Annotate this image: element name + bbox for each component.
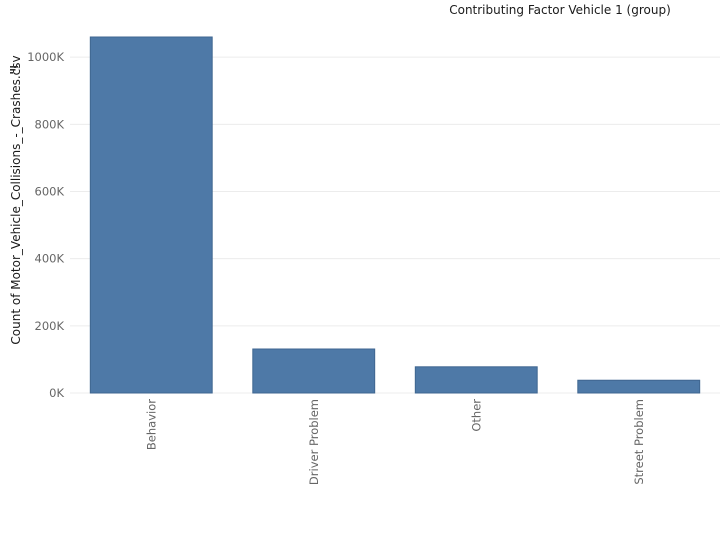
x-category-label: Driver Problem [307, 399, 321, 485]
x-category-label: Other [469, 399, 483, 432]
bar-behavior[interactable] [89, 36, 213, 394]
y-tick-label: 200K [35, 319, 65, 333]
y-axis-title: Count of Motor_Vehicle_Collisions_-_Cras… [9, 55, 23, 344]
y-tick-label: 0K [49, 386, 64, 400]
y-tick-label: 400K [35, 252, 65, 266]
bar-driver-problem[interactable] [252, 348, 376, 394]
sort-descending-icon[interactable] [10, 66, 18, 74]
bar-other[interactable] [414, 366, 538, 394]
bar-street-problem[interactable] [577, 379, 701, 394]
column-header: Contributing Factor Vehicle 1 (group) [449, 3, 671, 17]
x-axis-categories: Behavior Driver Problem Other Street Proble… [144, 399, 646, 485]
bars [89, 36, 701, 394]
x-category-label: Behavior [144, 399, 158, 450]
y-axis-ticks: 0K 200K 400K 600K 800K 1000K [27, 50, 64, 400]
y-tick-label: 800K [35, 117, 65, 131]
x-category-label: Street Problem [632, 399, 646, 485]
y-tick-label: 1000K [27, 50, 64, 64]
y-tick-label: 600K [35, 184, 65, 198]
